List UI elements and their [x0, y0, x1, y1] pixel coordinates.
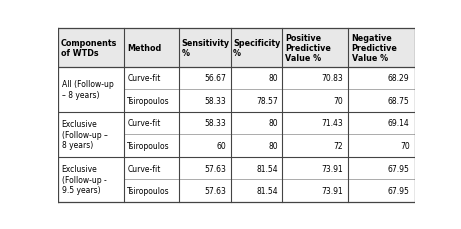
Text: All (Follow-up
– 8 years): All (Follow-up – 8 years) — [62, 80, 113, 99]
Text: 81.54: 81.54 — [256, 164, 278, 173]
Bar — [58, 157, 124, 202]
Text: 68.75: 68.75 — [388, 96, 409, 105]
Text: 67.95: 67.95 — [388, 186, 409, 195]
Text: 73.91: 73.91 — [321, 164, 343, 173]
Text: 70.83: 70.83 — [321, 74, 343, 83]
Text: Exclusive
(Follow-up –
8 years): Exclusive (Follow-up – 8 years) — [62, 120, 107, 150]
Bar — [282, 112, 349, 135]
Text: 72: 72 — [333, 141, 343, 150]
Text: 60: 60 — [217, 141, 226, 150]
Bar — [58, 112, 124, 157]
Text: Tsiropoulos: Tsiropoulos — [127, 96, 170, 105]
Bar — [349, 135, 415, 157]
Bar — [179, 180, 230, 202]
Bar — [179, 135, 230, 157]
Text: 56.67: 56.67 — [205, 74, 226, 83]
Text: 67.95: 67.95 — [388, 164, 409, 173]
Text: Sensitivity
%: Sensitivity % — [182, 39, 230, 58]
Bar — [349, 180, 415, 202]
Bar — [230, 157, 282, 180]
Text: Curve-fit: Curve-fit — [127, 119, 161, 128]
Text: 81.54: 81.54 — [256, 186, 278, 195]
Bar — [349, 29, 415, 67]
Bar — [124, 90, 179, 112]
Text: 73.91: 73.91 — [321, 186, 343, 195]
Text: Method: Method — [127, 44, 161, 53]
Text: 68.29: 68.29 — [388, 74, 409, 83]
Bar — [349, 90, 415, 112]
Text: Curve-fit: Curve-fit — [127, 164, 161, 173]
Text: Tsiropoulos: Tsiropoulos — [127, 141, 170, 150]
Text: Components
of WTDs: Components of WTDs — [61, 39, 118, 58]
Bar — [124, 180, 179, 202]
Bar — [282, 180, 349, 202]
Bar — [282, 67, 349, 90]
Text: 80: 80 — [268, 74, 278, 83]
Bar — [230, 112, 282, 135]
Bar — [124, 157, 179, 180]
Bar — [349, 112, 415, 135]
Bar — [179, 112, 230, 135]
Bar — [282, 90, 349, 112]
Bar — [58, 67, 124, 112]
Text: 80: 80 — [268, 119, 278, 128]
Bar — [230, 180, 282, 202]
Bar — [124, 29, 179, 67]
Text: 78.57: 78.57 — [256, 96, 278, 105]
Text: Positive
Predictive
Value %: Positive Predictive Value % — [285, 33, 331, 63]
Text: Negative
Predictive
Value %: Negative Predictive Value % — [352, 33, 397, 63]
Text: 58.33: 58.33 — [205, 119, 226, 128]
Text: 58.33: 58.33 — [205, 96, 226, 105]
Text: 80: 80 — [268, 141, 278, 150]
Bar — [179, 29, 230, 67]
Bar — [349, 157, 415, 180]
Bar — [230, 135, 282, 157]
Bar — [282, 157, 349, 180]
Bar — [230, 90, 282, 112]
Bar — [230, 29, 282, 67]
Bar — [179, 90, 230, 112]
Bar — [124, 112, 179, 135]
Text: Tsiropoulos: Tsiropoulos — [127, 186, 170, 195]
Text: 71.43: 71.43 — [321, 119, 343, 128]
Text: 70: 70 — [333, 96, 343, 105]
Text: Exclusive
(Follow-up -
9.5 years): Exclusive (Follow-up - 9.5 years) — [62, 165, 106, 194]
Bar — [282, 29, 349, 67]
Text: 70: 70 — [400, 141, 409, 150]
Text: 69.14: 69.14 — [388, 119, 409, 128]
Bar — [179, 157, 230, 180]
Bar — [179, 67, 230, 90]
Bar — [282, 135, 349, 157]
Text: 57.63: 57.63 — [205, 186, 226, 195]
Bar — [230, 67, 282, 90]
Bar — [349, 67, 415, 90]
Text: 57.63: 57.63 — [205, 164, 226, 173]
Bar — [124, 67, 179, 90]
Text: Specificity
%: Specificity % — [233, 39, 280, 58]
Bar — [124, 135, 179, 157]
Bar — [58, 29, 124, 67]
Text: Curve-fit: Curve-fit — [127, 74, 161, 83]
